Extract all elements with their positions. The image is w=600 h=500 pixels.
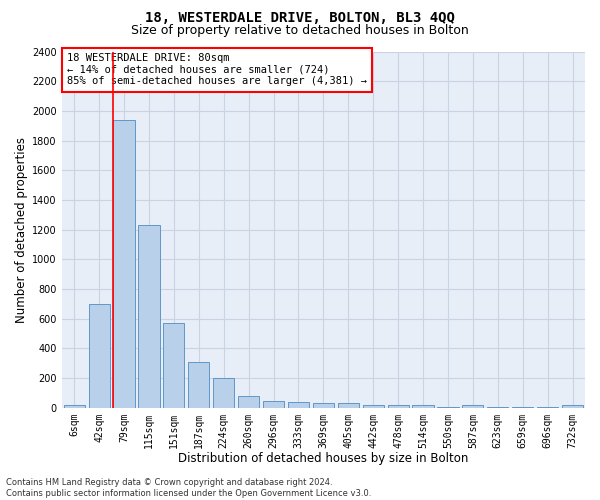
Bar	[238, 396, 259, 407]
Bar	[388, 405, 409, 407]
Bar	[139, 225, 160, 408]
Bar	[338, 404, 359, 407]
Text: 18 WESTERDALE DRIVE: 80sqm
← 14% of detached houses are smaller (724)
85% of sem: 18 WESTERDALE DRIVE: 80sqm ← 14% of deta…	[67, 54, 367, 86]
Bar	[188, 362, 209, 408]
X-axis label: Distribution of detached houses by size in Bolton: Distribution of detached houses by size …	[178, 452, 469, 465]
Text: 18, WESTERDALE DRIVE, BOLTON, BL3 4QQ: 18, WESTERDALE DRIVE, BOLTON, BL3 4QQ	[145, 11, 455, 25]
Text: Contains HM Land Registry data © Crown copyright and database right 2024.
Contai: Contains HM Land Registry data © Crown c…	[6, 478, 371, 498]
Bar	[89, 304, 110, 408]
Bar	[64, 406, 85, 407]
Bar	[213, 378, 235, 408]
Text: Size of property relative to detached houses in Bolton: Size of property relative to detached ho…	[131, 24, 469, 37]
Y-axis label: Number of detached properties: Number of detached properties	[15, 136, 28, 322]
Bar	[462, 406, 484, 407]
Bar	[263, 401, 284, 407]
Bar	[362, 405, 384, 407]
Bar	[562, 406, 583, 407]
Bar	[113, 120, 134, 408]
Bar	[288, 402, 309, 407]
Bar	[313, 403, 334, 407]
Bar	[412, 405, 434, 407]
Bar	[163, 323, 184, 407]
Bar	[437, 407, 458, 408]
